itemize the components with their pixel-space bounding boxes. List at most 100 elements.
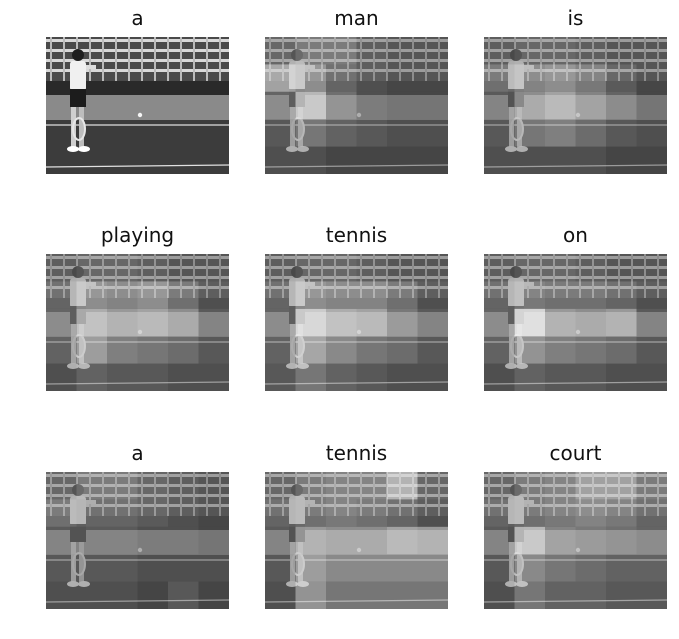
- court-line: [484, 164, 667, 168]
- seat-post: [501, 254, 503, 298]
- attention-cell: [107, 581, 138, 609]
- attention-cell: [76, 254, 107, 282]
- frame-image: [46, 37, 229, 174]
- attention-overlay: [265, 37, 448, 174]
- attention-svg: [46, 472, 229, 609]
- seat-row: [46, 474, 229, 477]
- attention-cell: [137, 526, 168, 555]
- attention-svg: [265, 254, 448, 391]
- seat-post: [657, 472, 659, 516]
- attention-cell: [636, 526, 667, 555]
- attention-cell: [387, 363, 418, 391]
- attention-cell: [606, 336, 637, 364]
- attention-cell: [606, 308, 637, 337]
- player-arm: [86, 500, 96, 504]
- seat-post: [193, 472, 195, 516]
- attention-cell: [484, 526, 515, 555]
- attention-cell: [295, 308, 326, 337]
- attention-cell: [606, 472, 637, 500]
- attention-cell: [545, 472, 576, 500]
- seat-post: [373, 254, 375, 298]
- attention-cell: [387, 581, 418, 609]
- attention-cell: [606, 146, 637, 174]
- attention-cell: [168, 254, 199, 282]
- player-shoe: [286, 363, 298, 369]
- word-label: is: [567, 6, 584, 30]
- seat-post: [360, 37, 362, 81]
- attention-cell: [387, 308, 418, 337]
- seat-post: [102, 254, 104, 298]
- seat-post: [605, 37, 607, 81]
- attention-cell: [606, 499, 637, 527]
- attention-cell: [575, 472, 606, 500]
- attention-cell: [76, 472, 107, 500]
- player-arm: [305, 282, 315, 286]
- attention-cell: [265, 363, 296, 391]
- seat-post: [347, 37, 349, 81]
- attention-cell: [636, 499, 667, 527]
- attention-cell: [326, 91, 357, 120]
- attention-cell: [575, 281, 606, 309]
- attention-cell: [575, 499, 606, 527]
- attention-cell: [265, 336, 296, 364]
- attention-cell: [265, 37, 296, 65]
- seat-post: [63, 254, 65, 298]
- player-head: [72, 49, 84, 61]
- seat-post: [488, 472, 490, 516]
- seat-row: [265, 474, 448, 477]
- attention-cell: [575, 308, 606, 337]
- seat-post: [553, 472, 555, 516]
- player-shoe: [67, 146, 79, 152]
- attention-cell: [198, 581, 229, 609]
- seat-post: [399, 37, 401, 81]
- seat-post: [540, 472, 542, 516]
- attention-cell: [46, 336, 77, 364]
- attention-cell: [356, 499, 387, 527]
- player-shirt: [70, 496, 86, 526]
- player-shoe: [297, 581, 309, 587]
- racket: [72, 552, 86, 576]
- attention-overlay: [484, 254, 667, 391]
- attention-cell: [514, 146, 545, 174]
- tennis-ball: [137, 112, 143, 118]
- attention-cell: [575, 363, 606, 391]
- seat-post: [373, 472, 375, 516]
- seat-post: [128, 472, 130, 516]
- attention-cell: [356, 554, 387, 582]
- player-shirt: [70, 61, 86, 91]
- attention-cell: [545, 64, 576, 92]
- tennis-ball: [575, 329, 581, 335]
- seat-post: [282, 254, 284, 298]
- attention-cell: [636, 37, 667, 65]
- seat-post: [63, 472, 65, 516]
- attention-cell: [417, 146, 448, 174]
- attention-cell: [545, 91, 576, 120]
- seat-post: [618, 254, 620, 298]
- seat-post: [193, 254, 195, 298]
- attention-cell: [545, 281, 576, 309]
- seat-post: [154, 472, 156, 516]
- attention-cell: [326, 554, 357, 582]
- seat-post: [206, 472, 208, 516]
- player-shoe: [78, 363, 90, 369]
- seat-post: [219, 37, 221, 81]
- seat-post: [425, 254, 427, 298]
- seat-post: [308, 37, 310, 81]
- seat-post: [438, 472, 440, 516]
- seat-row: [265, 286, 448, 289]
- attention-cell: [484, 281, 515, 309]
- attention-cell: [265, 499, 296, 527]
- seat-row: [265, 494, 448, 497]
- attention-cell: [326, 363, 357, 391]
- attention-cell: [545, 554, 576, 582]
- attention-cell: [606, 363, 637, 391]
- seat-row: [46, 49, 229, 52]
- seat-row: [265, 69, 448, 72]
- attention-cell: [575, 91, 606, 120]
- attention-cell: [137, 336, 168, 364]
- attention-cell: [575, 119, 606, 147]
- attention-cell: [356, 581, 387, 609]
- attention-cell: [356, 119, 387, 147]
- seat-post: [631, 254, 633, 298]
- seat-post: [579, 254, 581, 298]
